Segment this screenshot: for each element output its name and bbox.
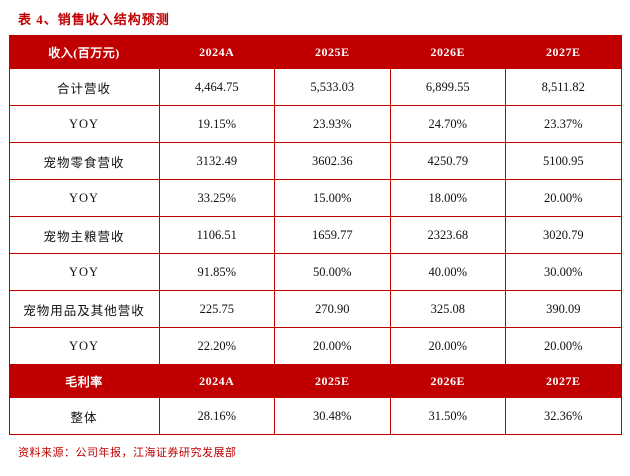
- row-label-cell: 整体: [8, 397, 160, 435]
- row-label-cell: YOY: [8, 327, 160, 365]
- header-cell-year: 2025E: [274, 35, 391, 69]
- header-cell-year: 2026E: [389, 35, 506, 69]
- value-cell: 8,511.82: [505, 68, 622, 106]
- value-cell: 5100.95: [505, 142, 622, 180]
- value-cell: 6,899.55: [389, 68, 506, 106]
- value-cell: 22.20%: [158, 327, 275, 365]
- row-label-cell: 宠物主粮营收: [8, 216, 160, 254]
- row-label-cell: 宠物用品及其他营收: [8, 290, 160, 328]
- value-cell: 30.48%: [274, 397, 391, 435]
- value-cell: 225.75: [158, 290, 275, 328]
- value-cell: 30.00%: [505, 253, 622, 291]
- value-cell: 50.00%: [274, 253, 391, 291]
- value-cell: 20.00%: [505, 179, 622, 217]
- row-label-cell: YOY: [8, 105, 160, 143]
- source-note: 资料来源：公司年报，江海证券研究发展部: [18, 447, 237, 459]
- value-cell: 4,464.75: [158, 68, 275, 106]
- value-cell: 270.90: [274, 290, 391, 328]
- table-row: YOY 91.85% 50.00% 40.00% 30.00%: [8, 253, 622, 291]
- revenue-forecast-table: 收入(百万元) 2024A 2025E 2026E 2027E 合计营收 4,4…: [8, 35, 622, 435]
- row-label-cell: YOY: [8, 253, 160, 291]
- value-cell: 1106.51: [158, 216, 275, 254]
- value-cell: 15.00%: [274, 179, 391, 217]
- value-cell: 32.36%: [505, 397, 622, 435]
- value-cell: 23.93%: [274, 105, 391, 143]
- value-cell: 3020.79: [505, 216, 622, 254]
- value-cell: 20.00%: [389, 327, 506, 365]
- page-title: 表 4、销售收入结构预测: [18, 12, 170, 27]
- table-row: YOY 33.25% 15.00% 18.00% 20.00%: [8, 179, 622, 217]
- value-cell: 31.50%: [389, 397, 506, 435]
- value-cell: 18.00%: [389, 179, 506, 217]
- value-cell: 20.00%: [505, 327, 622, 365]
- value-cell: 91.85%: [158, 253, 275, 291]
- value-cell: 3132.49: [158, 142, 275, 180]
- header-cell-year: 2027E: [505, 35, 622, 69]
- table-row: 宠物主粮营收 1106.51 1659.77 2323.68 3020.79: [8, 216, 622, 254]
- value-cell: 20.00%: [274, 327, 391, 365]
- value-cell: 4250.79: [389, 142, 506, 180]
- value-cell: 23.37%: [505, 105, 622, 143]
- header-cell-year: 2024A: [158, 364, 275, 398]
- value-cell: 24.70%: [389, 105, 506, 143]
- value-cell: 390.09: [505, 290, 622, 328]
- header-cell-income-label: 收入(百万元): [8, 35, 160, 69]
- value-cell: 28.16%: [158, 397, 275, 435]
- header-cell-year: 2027E: [505, 364, 622, 398]
- table-row: 合计营收 4,464.75 5,533.03 6,899.55 8,511.82: [8, 68, 622, 106]
- value-cell: 40.00%: [389, 253, 506, 291]
- value-cell: 325.08: [389, 290, 506, 328]
- table-row: YOY 22.20% 20.00% 20.00% 20.00%: [8, 327, 622, 365]
- table-row: 宠物零食营收 3132.49 3602.36 4250.79 5100.95: [8, 142, 622, 180]
- value-cell: 5,533.03: [274, 68, 391, 106]
- header-cell-year: 2025E: [274, 364, 391, 398]
- row-label-cell: YOY: [8, 179, 160, 217]
- table-row: 整体 28.16% 30.48% 31.50% 32.36%: [8, 397, 622, 435]
- row-label-cell: 合计营收: [8, 68, 160, 106]
- gross-margin-header-row: 毛利率 2024A 2025E 2026E 2027E: [8, 364, 622, 398]
- header-cell-gross-margin-label: 毛利率: [8, 364, 160, 398]
- header-cell-year: 2026E: [389, 364, 506, 398]
- income-header-row: 收入(百万元) 2024A 2025E 2026E 2027E: [8, 35, 622, 69]
- header-cell-year: 2024A: [158, 35, 275, 69]
- value-cell: 1659.77: [274, 216, 391, 254]
- value-cell: 19.15%: [158, 105, 275, 143]
- value-cell: 3602.36: [274, 142, 391, 180]
- table-row: YOY 19.15% 23.93% 24.70% 23.37%: [8, 105, 622, 143]
- row-label-cell: 宠物零食营收: [8, 142, 160, 180]
- value-cell: 2323.68: [389, 216, 506, 254]
- table-row: 宠物用品及其他营收 225.75 270.90 325.08 390.09: [8, 290, 622, 328]
- value-cell: 33.25%: [158, 179, 275, 217]
